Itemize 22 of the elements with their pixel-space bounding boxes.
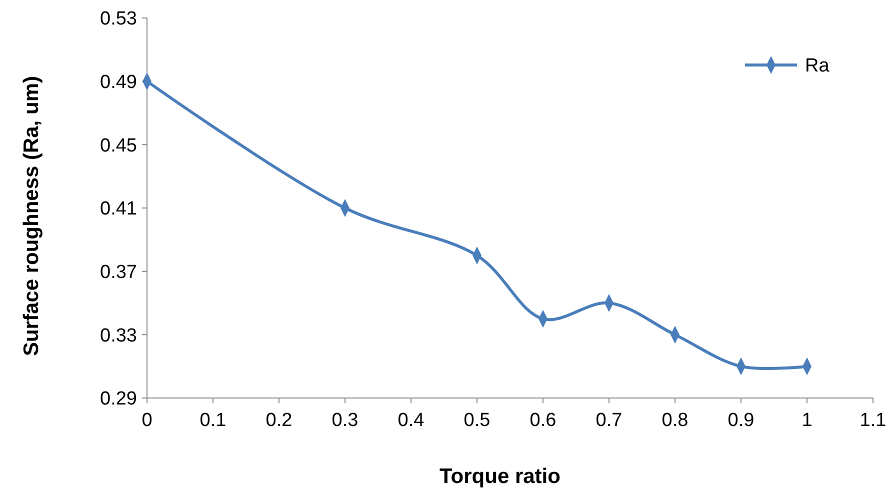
legend-label: Ra	[805, 56, 830, 77]
y-axis-title: Surface roughness (Ra, um)	[20, 76, 43, 356]
y-tick-label: 0.29	[100, 388, 137, 410]
x-tick-label: 0.4	[398, 410, 425, 431]
y-tick-label: 0.37	[100, 262, 137, 283]
x-axis-title: Torque ratio	[440, 465, 560, 488]
y-tick-label: 0.45	[100, 135, 137, 156]
x-tick-label: 0	[142, 410, 152, 431]
x-tick-label: 0.7	[596, 410, 622, 431]
x-tick-label: 0.1	[200, 410, 226, 431]
x-tick-label: 1.1	[860, 410, 886, 431]
x-tick-label: 0.9	[728, 410, 754, 431]
y-tick-label: 0.53	[100, 8, 137, 30]
x-tick-label: 0.8	[662, 410, 688, 431]
x-tick-label: 0.3	[332, 410, 358, 431]
x-tick-label: 1	[802, 410, 812, 431]
y-tick-label: 0.49	[100, 72, 137, 93]
y-tick-label: 0.41	[100, 198, 137, 220]
x-tick-label: 0.5	[464, 410, 490, 431]
x-tick-label: 0.6	[530, 410, 556, 431]
y-tick-label: 0.33	[100, 325, 137, 346]
x-tick-label: 0.2	[266, 410, 292, 431]
